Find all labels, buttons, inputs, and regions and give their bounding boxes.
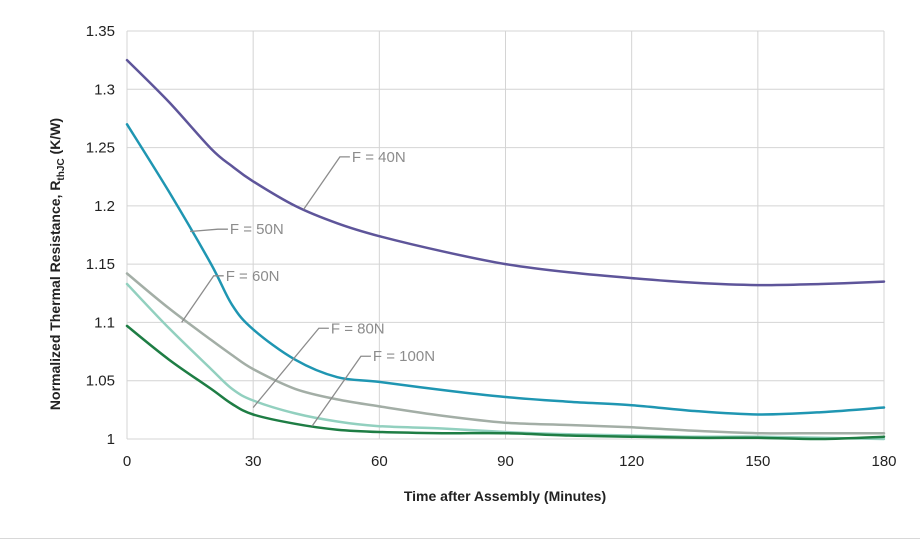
annotation-label-f-40n: F = 40N [352,149,406,166]
annotation-label-f-60n: F = 60N [226,268,280,285]
series-line-f-100n [125,324,886,441]
x-axis-title: Time after Assembly (Minutes) [404,488,606,504]
y-tick-label: 1.15 [86,256,115,273]
y-tick-label: 1.35 [86,23,115,40]
x-tick-label: 90 [497,453,514,470]
y-tick-label: 1.3 [94,81,115,98]
y-axis-title-unit: (K/W) [47,118,63,158]
x-tick-label: 30 [245,453,262,470]
annotation-label-f-100n: F = 100N [373,348,435,365]
x-tick-label: 0 [123,453,131,470]
annotation-leader-f-50n [190,228,228,233]
y-tick-label: 1.2 [94,198,115,215]
series-line-f-50n [125,123,886,416]
x-tick-label: 180 [871,453,896,470]
y-tick-label: 1.05 [86,373,115,390]
annotation-layer: F = 40N F = 50N F = 60N F = 80N F = 100N [181,149,435,427]
series-line-f-60n [125,272,886,435]
annotation-leader-f-80n [252,327,329,408]
annotation-label-f-50n: F = 50N [230,221,284,238]
tick-label-layer: 1 1.05 1.1 1.15 1.2 1.25 1.3 1.35 0 30 60 90 120 150 1… [86,23,897,470]
series-line-f-40n [125,58,886,287]
series-layer [125,58,886,441]
y-axis-title-subscript: thJC [56,158,67,180]
annotation-leader-f-60n [181,275,224,323]
annotation-leader-f-40n [303,156,350,210]
y-tick-label: 1 [107,431,115,448]
annotation-label-f-80n: F = 80N [331,320,385,337]
annotation-leader-f-100n [311,355,371,427]
grid-layer [126,30,885,440]
y-tick-label: 1.1 [94,314,115,331]
y-axis-title: Normalized Thermal Resistance, RthJC (K/… [47,118,67,410]
x-tick-label: 60 [371,453,388,470]
x-tick-label: 150 [745,453,770,470]
x-tick-label: 120 [619,453,644,470]
y-axis-title-main: Normalized Thermal Resistance, R [47,181,63,411]
y-tick-label: 1.25 [86,140,115,157]
